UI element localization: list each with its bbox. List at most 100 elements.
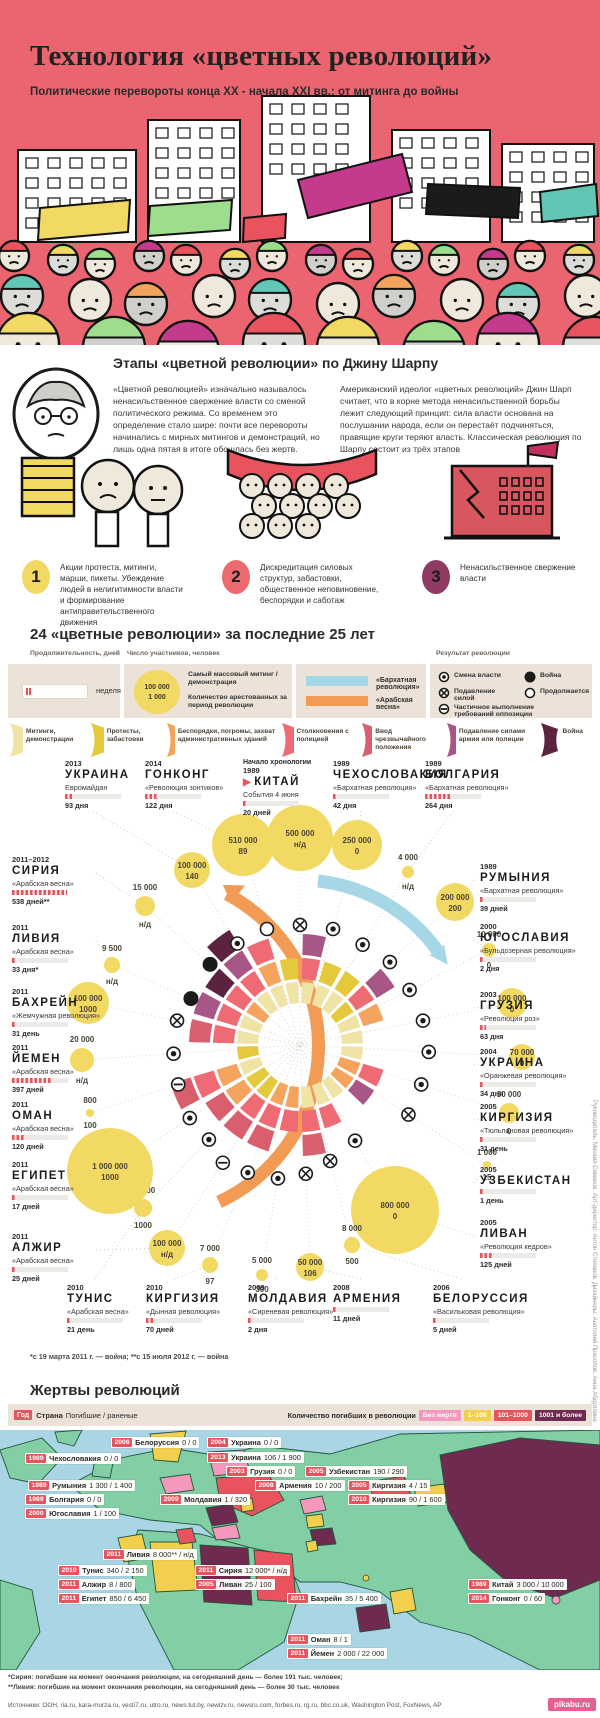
svg-text:1 000 000: 1 000 000 bbox=[92, 1162, 128, 1171]
hero-section: Технология «цветных революций» Политичес… bbox=[0, 0, 600, 345]
radial-chart: 500 000 н/д 250 000 0 4 000 н/д 200 000 200 10 0… bbox=[0, 755, 600, 1347]
brand-badge: pikabu.ru bbox=[547, 1698, 596, 1711]
country-name: ГОНКОНГ bbox=[145, 769, 210, 781]
result-icon-change bbox=[325, 921, 341, 937]
result-icon-war bbox=[202, 956, 218, 972]
result-icon-ongoing bbox=[259, 921, 275, 937]
country-label-lebanon: 2005 ЛИВАН «Революция кедров» 125 дней bbox=[480, 1218, 584, 1269]
result-icon-change bbox=[240, 1165, 256, 1180]
country-label-ukraine13: 2013 УКРАИНА Евромайдан 93 дня bbox=[65, 759, 169, 810]
country-duration-bar bbox=[67, 1318, 123, 1323]
page-title: Технология «цветных революций» bbox=[30, 40, 493, 72]
sharp-heading: Этапы «цветной революции» по Джину Шарпу bbox=[113, 355, 439, 371]
country-duration: 20 дней bbox=[243, 808, 271, 817]
chip-year-badge: 2011 bbox=[288, 1594, 308, 1603]
country-label-moldova: 2009 МОЛДАВИЯ «Сиреневая революция» 2 дня bbox=[248, 1283, 352, 1334]
result-icon-force bbox=[438, 687, 450, 699]
chip-country-name: Ливан bbox=[219, 1580, 242, 1589]
category-fan-icon bbox=[90, 723, 104, 757]
country-duration-bar bbox=[145, 794, 201, 799]
chip-country-name: Тунис bbox=[82, 1566, 104, 1575]
country-label-hongkong: 2014 ГОНКОНГ «Революция зонтиков» 122 дня bbox=[145, 759, 249, 810]
svg-text:100 000: 100 000 bbox=[178, 861, 207, 870]
country-year: 1989 bbox=[480, 862, 497, 871]
chip-country-name: Киргизия bbox=[372, 1481, 406, 1490]
sharp-paragraph-right: Американский идеолог «цветных революций»… bbox=[340, 384, 582, 455]
step-number-3: 3 bbox=[422, 560, 450, 594]
map-title: Жертвы революций bbox=[30, 1382, 180, 1399]
svg-text:0: 0 bbox=[393, 1212, 398, 1221]
result-icon-change bbox=[201, 1132, 217, 1147]
map-chip-syria: 2011 Сирия 12 000* / н/д bbox=[195, 1565, 291, 1576]
country-duration-bar bbox=[480, 897, 536, 902]
category-fan-icon bbox=[167, 723, 175, 757]
chip-year-badge: 2011 bbox=[59, 1594, 79, 1603]
map-legend-bar: Год Страна Погибшие / раненые Количество… bbox=[8, 1404, 592, 1426]
step-number-1: 1 bbox=[22, 560, 50, 594]
map-chip-lebanon: 2005 Ливан 25 / 100 bbox=[195, 1579, 275, 1590]
country-name: КИРГИЗИЯ bbox=[146, 1293, 220, 1305]
category-label: Война bbox=[562, 728, 583, 735]
casualty-bucket-none: Без жертв bbox=[418, 1409, 461, 1421]
map-chip-tunisia: 2010 Тунис 340 / 2 150 bbox=[58, 1565, 147, 1576]
country-duration: 122 дня bbox=[145, 801, 173, 810]
country-name: РУМЫНИЯ bbox=[480, 872, 551, 884]
result-icon-change bbox=[402, 982, 417, 998]
revolution-step-2: 2 Дискредитация силовых структур, забасто… bbox=[208, 440, 396, 620]
country-duration: 63 дня bbox=[480, 1032, 504, 1041]
world-map: 1989 Чехословакия 0 / 0 2006 Белоруссия 0 / 0… bbox=[0, 1429, 600, 1671]
country-label-egypt: 2011 ЕГИПЕТ «Арабская весна» 17 дней bbox=[12, 1160, 116, 1211]
chip-casualties-value: 0 / 0 bbox=[263, 1438, 279, 1447]
svg-text:89: 89 bbox=[239, 847, 248, 856]
result-legend-label: Подавление силой bbox=[454, 688, 496, 702]
category-fan-icon bbox=[362, 723, 373, 757]
result-icon-change bbox=[421, 1044, 437, 1060]
result-icon-change bbox=[382, 954, 398, 970]
chip-casualties-value: 0 / 0 bbox=[104, 1454, 119, 1463]
category-c: Столкновения с полицией bbox=[278, 722, 359, 758]
result-icon-partial bbox=[438, 703, 450, 715]
chip-country-name: Узбекистан bbox=[329, 1467, 371, 1476]
country-year: 2011 bbox=[12, 1100, 29, 1109]
map-chip-algeria: 2011 Алжир 8 / 800 bbox=[58, 1579, 135, 1590]
chip-year-badge: 2011 bbox=[196, 1566, 216, 1575]
map-chip-romania: 1989 Румыния 1 300 / 1 400 bbox=[28, 1480, 136, 1491]
country-duration: 397 дней bbox=[12, 1085, 44, 1094]
country-label-belarus: 2006 БЕЛОРУССИЯ «Васильковая революция» 5 д… bbox=[433, 1283, 537, 1334]
country-duration-bar bbox=[480, 1253, 536, 1258]
chip-year-badge: 2011 bbox=[288, 1635, 308, 1644]
result-icon-change bbox=[438, 671, 450, 683]
participants-legend-bubble: 100 000 1 000 bbox=[134, 670, 180, 714]
chip-year-badge: 2011 bbox=[288, 1649, 308, 1658]
svg-text:100 000: 100 000 bbox=[153, 1239, 182, 1248]
chip-casualties-value: 1 / 100 bbox=[93, 1509, 117, 1518]
country-slogan: «Арабская весна» bbox=[12, 879, 74, 888]
country-slogan: «Бульдозерная революция» bbox=[480, 946, 576, 955]
result-icon-ongoing bbox=[524, 687, 536, 699]
country-duration-bar bbox=[433, 1318, 489, 1323]
duration-week-bar bbox=[22, 684, 88, 699]
svg-text:800: 800 bbox=[83, 1096, 97, 1105]
chip-year-badge: 1989 bbox=[29, 1481, 50, 1490]
svg-text:100 000: 100 000 bbox=[498, 994, 527, 1003]
country-name: СИРИЯ bbox=[12, 865, 61, 877]
chip-year-badge: 2005 bbox=[196, 1580, 217, 1589]
country-label-syria: 2011–2012 СИРИЯ «Арабская весна» 538 дней** bbox=[12, 855, 116, 906]
country-slogan: События 4 июня bbox=[243, 790, 299, 799]
country-duration-bar bbox=[480, 1025, 536, 1030]
svg-text:100: 100 bbox=[83, 1121, 97, 1130]
chip-casualties-value: 2 000 / 22 000 bbox=[337, 1649, 385, 1658]
country-label-romania: 1989 РУМЫНИЯ «Бархатная революция» 39 дней bbox=[480, 862, 584, 913]
legend-box-results: Смена власти Подавление силой Частичное вы… bbox=[430, 664, 592, 718]
country-year: 2004 bbox=[480, 1047, 497, 1056]
country-duration-bar bbox=[12, 958, 68, 963]
category-label: Протесты, забастовки bbox=[106, 728, 144, 744]
chronology-start-icon: ▶ bbox=[243, 777, 253, 788]
svg-text:100 000: 100 000 bbox=[74, 994, 103, 1003]
map-chip-belarus: 2006 Белоруссия 0 / 0 bbox=[111, 1437, 200, 1448]
chip-country-name: Киргизия bbox=[372, 1495, 406, 1504]
country-year: 2011–2012 bbox=[12, 855, 50, 864]
country-year: 2010 bbox=[67, 1283, 84, 1292]
chip-casualties-value: 3 000 / 10 000 bbox=[516, 1580, 564, 1589]
